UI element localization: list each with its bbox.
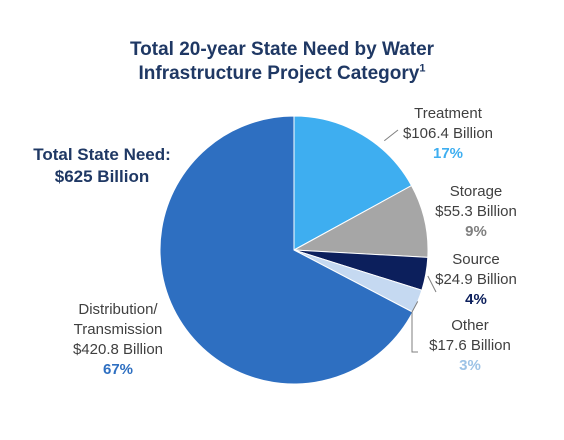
label-treatment-name: Treatment bbox=[414, 105, 482, 122]
label-distribution-name-line1: Distribution/ bbox=[78, 301, 158, 318]
label-other-value: $17.6 Billion bbox=[429, 337, 511, 354]
label-source-value: $24.9 Billion bbox=[435, 271, 517, 288]
label-distribution-name: Distribution/ Transmission bbox=[74, 301, 163, 338]
label-storage-percent: 9% bbox=[465, 223, 487, 240]
total-need-line1: Total State Need: bbox=[33, 145, 171, 164]
label-treatment-value: $106.4 Billion bbox=[402, 125, 494, 142]
label-distribution-value: $420.8 Billion bbox=[72, 341, 164, 358]
title-footnote-marker: 1 bbox=[419, 62, 426, 75]
chart-title-line2: Infrastructure Project Category1 bbox=[0, 62, 564, 86]
label-other-name: Other bbox=[451, 317, 489, 334]
slice-treatment bbox=[293, 115, 413, 251]
label-distribution-name-line2: Transmission bbox=[73, 321, 163, 338]
label-source-name: Source bbox=[452, 251, 500, 268]
total-need-line2: $625 Billion bbox=[54, 167, 150, 186]
label-other-percent: 3% bbox=[459, 357, 481, 374]
label-other: Other $17.6 Billion 3% bbox=[414, 316, 526, 376]
label-source: Source $24.9 Billion 4% bbox=[420, 250, 532, 310]
label-storage-value: $55.3 Billion bbox=[435, 203, 517, 220]
label-distribution-percent: 67% bbox=[102, 361, 134, 378]
chart-title-line1: Total 20-year State Need by Water bbox=[129, 39, 435, 60]
label-distribution: Distribution/ Transmission $420.8 Billio… bbox=[58, 300, 178, 380]
label-storage-name: Storage bbox=[449, 183, 503, 200]
label-treatment-percent: 17% bbox=[432, 145, 464, 162]
leader-other bbox=[411, 301, 419, 353]
leader-treatment bbox=[383, 129, 399, 142]
label-treatment: Treatment $106.4 Billion 17% bbox=[388, 104, 508, 164]
chart-title-line2-text: Infrastructure Project Category bbox=[138, 63, 420, 84]
total-need-label: Total State Need: $625 Billion bbox=[22, 144, 182, 188]
slice-distribution bbox=[159, 115, 414, 385]
chart-title: Total 20-year State Need by Water Infras… bbox=[0, 38, 564, 86]
label-source-percent: 4% bbox=[465, 291, 487, 308]
label-storage: Storage $55.3 Billion 9% bbox=[420, 182, 532, 242]
leader-source bbox=[427, 275, 437, 293]
